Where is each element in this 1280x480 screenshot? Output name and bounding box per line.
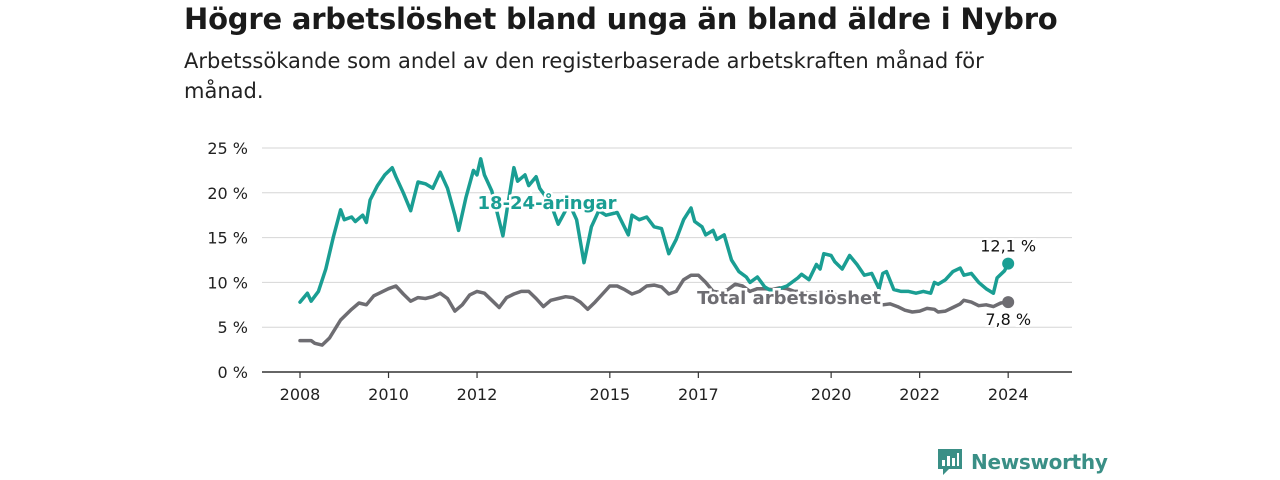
gridlines [262,147,1072,373]
end-label-total: 7,8 % [985,310,1031,329]
series-label-total: Total arbetslöshet [697,288,881,309]
x-tick-label: 2008 [280,385,321,404]
chart-subtitle: Arbetssökande som andel av den registerb… [184,49,984,103]
y-tick-label: 10 % [207,273,248,292]
y-tick-label: 5 % [218,318,248,337]
x-tick-label: 2010 [368,385,409,404]
brand-name: Newsworthy [971,450,1108,474]
y-tick-label: 15 % [207,229,248,248]
x-tick-label: 2024 [988,385,1029,404]
y-tick-label: 25 % [207,139,248,158]
series-label-youth: 18-24-åringar [478,192,617,214]
y-axis: 0 % 5 % 10 % 15 % 20 % 25 % [207,139,248,382]
series-line-youth [298,157,1010,304]
newsworthy-logo-icon [938,449,962,475]
series [298,157,1015,347]
y-tick-label: 20 % [207,184,248,203]
end-point-youth [1002,257,1015,270]
x-tick-label: 2017 [678,385,719,404]
x-tick-label: 2012 [457,385,498,404]
end-label-youth: 12,1 % [980,237,1036,256]
x-tick-label: 2020 [811,385,852,404]
chart-title: Högre arbetslöshet bland unga än bland ä… [184,2,1058,36]
newsworthy-logo: Newsworthy [937,448,1108,476]
y-tick-label: 0 % [218,363,248,382]
x-tick-label: 2022 [899,385,940,404]
x-axis: 2008 2010 2012 2015 2017 2020 2022 2024 [280,372,1029,404]
end-point-total [1002,296,1015,309]
x-tick-label: 2015 [589,385,630,404]
labels: 18-24-åringar Total arbetslöshet 12,1 % 7,8… [475,190,1038,332]
series-line-total [298,273,1010,347]
